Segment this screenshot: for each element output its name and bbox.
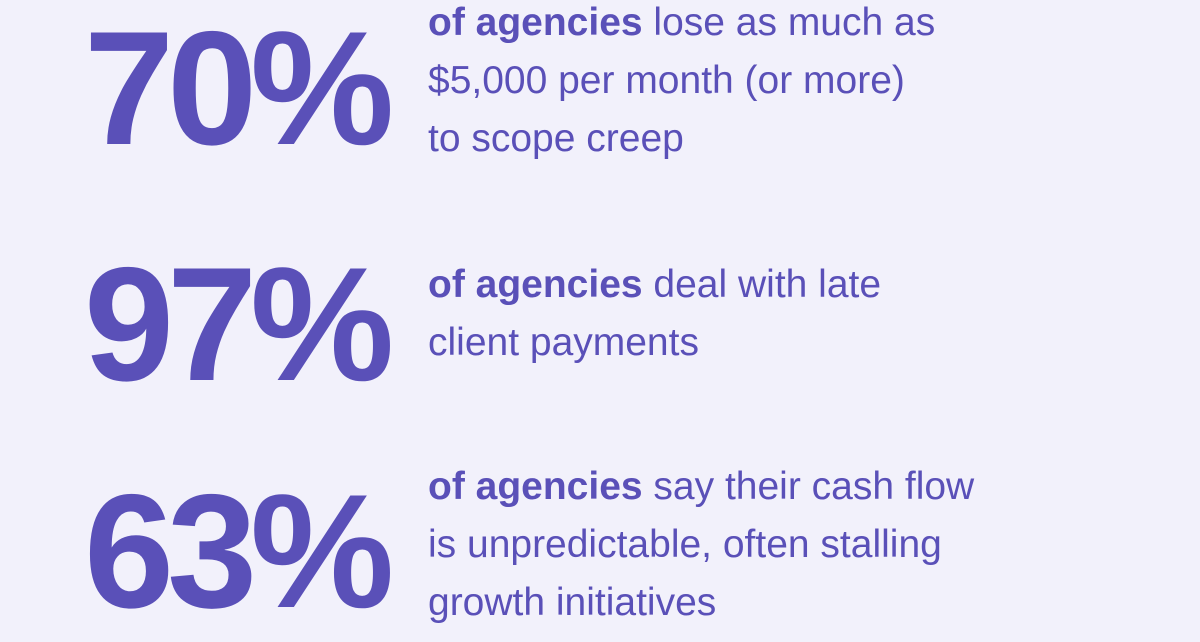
stat-description: of agencies say their cash flow is unpre… (428, 458, 1148, 632)
stat-text: deal with late (642, 263, 882, 306)
stat-description: of agencies deal with late client paymen… (428, 256, 1148, 372)
stat-value: 63% (84, 461, 394, 642)
stat-text: client payments (428, 321, 699, 364)
stat-text: $5,000 per month (or more) (428, 59, 905, 102)
stat-text: to scope creep (428, 117, 684, 160)
stat-subject: of agencies (428, 1, 643, 44)
stat-subject: of agencies (428, 465, 643, 508)
stat-value: 97% (84, 234, 394, 415)
stat-value: 70% (84, 0, 394, 179)
stat-description: of agencies lose as much as $5,000 per m… (428, 0, 1148, 168)
stat-text: is unpredictable, often stalling (428, 523, 942, 566)
stat-text: lose as much as (642, 1, 936, 44)
stat-text: say their cash flow (642, 465, 975, 508)
stat-subject: of agencies (428, 263, 643, 306)
stat-text: growth initiatives (428, 581, 717, 624)
